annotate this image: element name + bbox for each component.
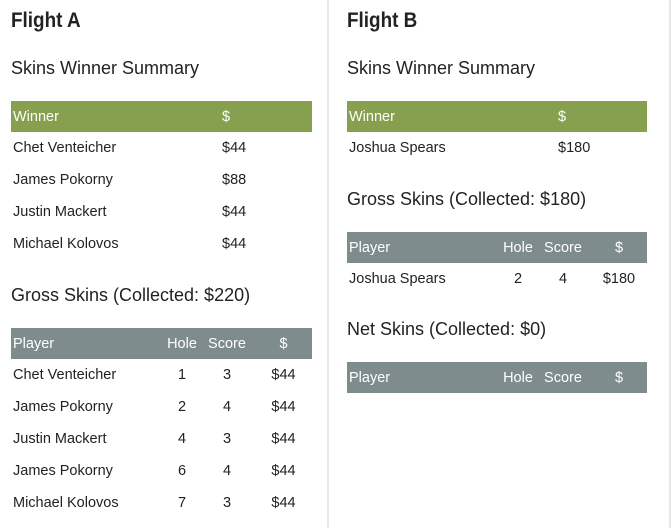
amount-header: $ [255, 328, 312, 359]
flight-b-net-title: Net Skins (Collected: $0) [347, 319, 547, 339]
score-header: Score [535, 232, 591, 263]
hole-number: 1 [177, 367, 187, 383]
flight-b-net-table: Player Hole Score $ [347, 362, 647, 393]
score-value: 3 [222, 431, 232, 447]
amount-value: $44 [271, 495, 296, 511]
winner-amount: $44 [222, 140, 247, 156]
flight-a-summary-title: Skins Winner Summary [11, 58, 200, 78]
flight-a-summary-body: Chet Venteicher $44 James Pokorny $88 Ju… [11, 132, 312, 260]
winner-name: James Pokorny [13, 172, 113, 188]
flight-b-gross-table: Player Hole Score $ Joshua Spears 2 4 $1… [347, 232, 647, 295]
flight-b-title: Flight B [347, 9, 418, 32]
player-name: Justin Mackert [13, 431, 107, 447]
score-header: Score [199, 328, 255, 359]
table-row: James Pokorny $88 [11, 164, 312, 196]
amount-value: $44 [271, 463, 296, 479]
table-row: Justin Mackert 4 3 $44 [11, 423, 312, 455]
winner-name: Chet Venteicher [13, 140, 117, 156]
score-value: 4 [558, 271, 568, 287]
winner-header: Winner [347, 101, 556, 132]
score-value: 3 [222, 495, 232, 511]
amount-header: $ [591, 232, 647, 263]
summary-header-row: Winner $ [11, 101, 312, 132]
winner-amount: $180 [558, 140, 591, 156]
winner-name: Joshua Spears [349, 140, 446, 156]
flight-b-summary-table: Winner $ Joshua Spears $180 [347, 101, 647, 164]
hole-number: 2 [177, 399, 187, 415]
player-name: James Pokorny [13, 463, 113, 479]
score-value: 4 [222, 463, 232, 479]
flight-b-gross-body: Joshua Spears 2 4 $180 [347, 263, 647, 295]
amount-value: $180 [602, 271, 636, 287]
winner-amount: $44 [222, 236, 247, 252]
flight-a-gross-table: Player Hole Score $ Chet Venteicher 1 3 … [11, 328, 312, 519]
hole-number: 6 [177, 463, 187, 479]
amount-value: $44 [271, 367, 296, 383]
table-row: Michael Kolovos 7 3 $44 [11, 487, 312, 519]
amount-value: $44 [271, 399, 296, 415]
player-name: Michael Kolovos [13, 495, 119, 511]
winner-amount: $44 [222, 204, 247, 220]
amount-value: $44 [271, 431, 296, 447]
flight-a-column: Flight A Skins Winner Summary Winner $ C… [0, 0, 329, 528]
amount-header: $ [556, 101, 647, 132]
winner-name: Michael Kolovos [13, 236, 119, 252]
winner-name: Justin Mackert [13, 204, 107, 220]
amount-header: $ [591, 362, 647, 393]
score-value: 4 [222, 399, 232, 415]
table-row: Justin Mackert $44 [11, 196, 312, 228]
player-header: Player [347, 232, 501, 263]
hole-header: Hole [501, 362, 535, 393]
hole-header: Hole [501, 232, 535, 263]
player-header: Player [347, 362, 501, 393]
hole-header: Hole [165, 328, 199, 359]
detail-header-row: Player Hole Score $ [347, 362, 647, 393]
table-row: Chet Venteicher $44 [11, 132, 312, 164]
score-header: Score [535, 362, 591, 393]
summary-header-row: Winner $ [347, 101, 647, 132]
flight-b-summary-body: Joshua Spears $180 [347, 132, 647, 164]
flight-a-title: Flight A [11, 9, 81, 32]
player-name: Joshua Spears [349, 271, 446, 287]
player-header: Player [11, 328, 165, 359]
table-row: Michael Kolovos $44 [11, 228, 312, 260]
hole-number: 4 [177, 431, 187, 447]
flight-a-gross-body: Chet Venteicher 1 3 $44 James Pokorny 2 … [11, 359, 312, 519]
flight-a-gross-title: Gross Skins (Collected: $220) [11, 285, 251, 305]
table-row: James Pokorny 6 4 $44 [11, 455, 312, 487]
amount-header: $ [220, 101, 312, 132]
winner-header: Winner [11, 101, 220, 132]
hole-number: 2 [513, 271, 523, 287]
player-name: Chet Venteicher [13, 367, 117, 383]
table-row: Joshua Spears $180 [347, 132, 647, 164]
flight-b-column: Flight B Skins Winner Summary Winner $ J… [335, 0, 671, 528]
table-row: Joshua Spears 2 4 $180 [347, 263, 647, 295]
flight-a-summary-table: Winner $ Chet Venteicher $44 James Pokor… [11, 101, 312, 260]
detail-header-row: Player Hole Score $ [347, 232, 647, 263]
flight-b-summary-title: Skins Winner Summary [347, 58, 536, 78]
score-value: 3 [222, 367, 232, 383]
winner-amount: $88 [222, 172, 247, 188]
table-row: Chet Venteicher 1 3 $44 [11, 359, 312, 391]
flight-b-gross-title: Gross Skins (Collected: $180) [347, 189, 587, 209]
hole-number: 7 [177, 495, 187, 511]
player-name: James Pokorny [13, 399, 113, 415]
table-row: James Pokorny 2 4 $44 [11, 391, 312, 423]
detail-header-row: Player Hole Score $ [11, 328, 312, 359]
